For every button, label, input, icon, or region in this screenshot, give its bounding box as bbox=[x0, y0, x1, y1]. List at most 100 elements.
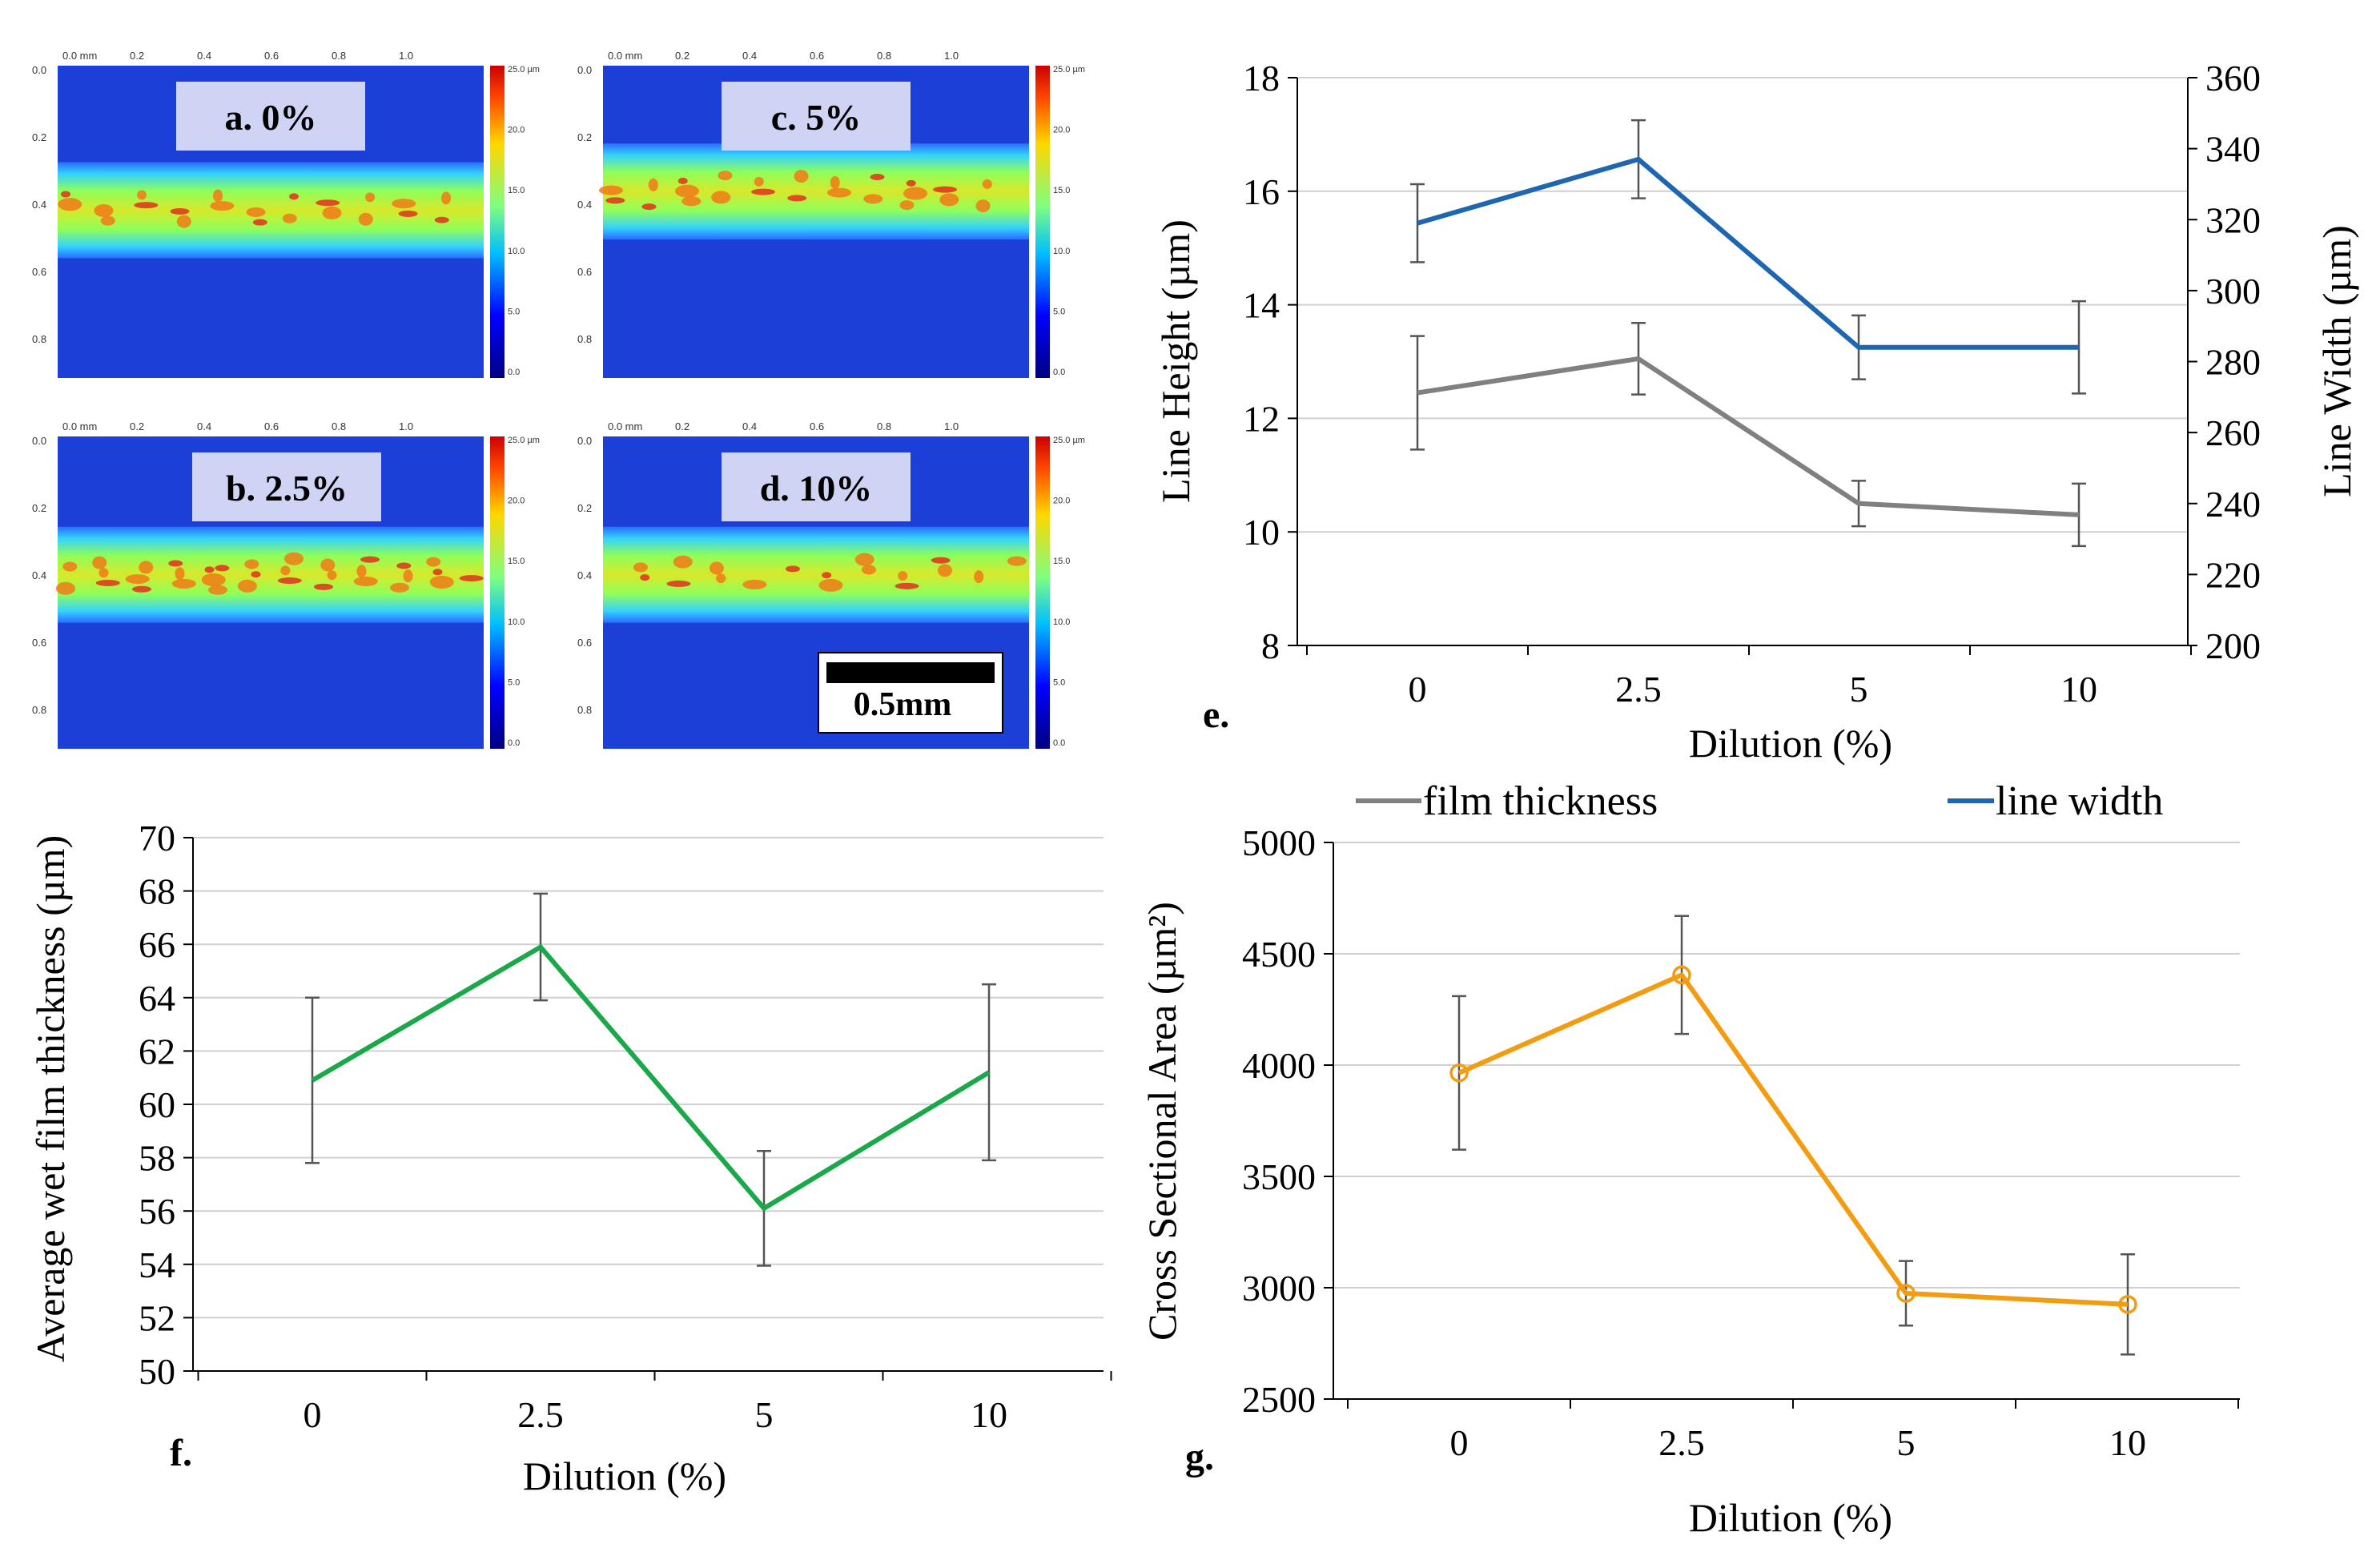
map-hotspot bbox=[681, 196, 702, 207]
y-tick-label: 4000 bbox=[1242, 1045, 1316, 1086]
map-hotspot bbox=[640, 574, 650, 581]
map-hotspot bbox=[899, 200, 915, 211]
colorbar-tick: 10.0 bbox=[508, 617, 525, 627]
colorbar-tick: 25.0 µm bbox=[1053, 65, 1085, 74]
colorbar-tick: 0.0 bbox=[508, 738, 520, 748]
map-hotspot bbox=[246, 207, 266, 217]
data-point bbox=[1672, 965, 1691, 985]
map-colorbar bbox=[490, 436, 505, 749]
map-hotspot bbox=[403, 569, 413, 583]
map-label: c. 5% bbox=[771, 97, 861, 138]
map-left-tick: 0.4 bbox=[577, 199, 592, 211]
map-hotspot bbox=[426, 557, 441, 567]
colorbar-tick: 25.0 µm bbox=[508, 65, 540, 74]
y-tick-label: 10 bbox=[1243, 512, 1280, 553]
map-left-tick: 0.6 bbox=[577, 266, 592, 278]
map-top-tick: 0.2 bbox=[675, 420, 689, 432]
map-hotspot bbox=[389, 582, 409, 593]
map-hotspot bbox=[215, 565, 230, 572]
chart-f-panel-label: f. bbox=[170, 1432, 192, 1474]
map-hotspot bbox=[937, 564, 952, 577]
colorbar-tick: 20.0 bbox=[1053, 497, 1070, 506]
chart-g-y-ticks: 2500 3000 3500 4000 4500 5000 bbox=[1242, 822, 1333, 1420]
colorbar-tick: 10.0 bbox=[508, 247, 525, 256]
map-top-tick: 0.4 bbox=[742, 50, 757, 62]
x-tick-label: 5 bbox=[1850, 669, 1868, 710]
map-label: b. 2.5% bbox=[226, 468, 348, 509]
map-hotspot bbox=[429, 575, 454, 589]
map-left-tick: 0.4 bbox=[577, 569, 592, 581]
map-top-tick: 1.0 bbox=[399, 420, 413, 432]
map-hotspot bbox=[327, 570, 337, 581]
map-top-tick: 0.8 bbox=[332, 50, 346, 62]
map-left-tick: 0.0 bbox=[32, 64, 46, 76]
chart-g-series bbox=[1449, 915, 2137, 1356]
map-label-box bbox=[722, 82, 911, 151]
y-tick-label: 70 bbox=[139, 818, 175, 858]
map-hotspot bbox=[785, 565, 800, 573]
y-tick-label: 58 bbox=[139, 1138, 175, 1179]
y2-tick-label: 300 bbox=[2205, 271, 2261, 312]
map-top-tick: 0.8 bbox=[332, 420, 346, 432]
map-hotspot bbox=[822, 572, 832, 579]
map-hotspot bbox=[94, 203, 114, 217]
map-hotspot bbox=[931, 557, 951, 564]
profile-map: 0.0 mm 0.2 0.4 0.6 0.8 1.0 0.0 0.2 0.4 0.6 0.8 25.0… bbox=[32, 420, 540, 749]
map-hotspot bbox=[176, 215, 191, 228]
map-left-tick: 0.0 bbox=[32, 435, 46, 447]
map-hotspot bbox=[398, 210, 418, 217]
map-top-tick: 0.0 mm bbox=[62, 50, 97, 62]
y-tick-label: 5000 bbox=[1242, 822, 1316, 863]
colorbar-tick: 0.0 bbox=[1053, 738, 1065, 748]
map-hotspot bbox=[742, 579, 767, 589]
map-hotspot bbox=[210, 201, 235, 211]
y-tick-label: 14 bbox=[1243, 285, 1280, 326]
map-hotspot bbox=[171, 578, 196, 589]
y-tick-label: 3000 bbox=[1242, 1268, 1316, 1309]
map-hotspot bbox=[932, 186, 957, 193]
map-hotspot bbox=[62, 561, 78, 572]
map-hotspot bbox=[56, 581, 75, 595]
scale-bar-label: 0.5mm bbox=[854, 686, 951, 723]
map-left-tick: 0.0 bbox=[577, 435, 592, 447]
colorbar-tick: 0.0 bbox=[508, 368, 520, 377]
map-hotspot bbox=[168, 560, 183, 567]
chart-e-panel-label: e. bbox=[1203, 694, 1229, 736]
map-hotspot bbox=[95, 579, 120, 586]
map-hotspot bbox=[244, 559, 259, 569]
map-hotspot bbox=[365, 192, 376, 203]
map-top-tick: 1.0 bbox=[399, 50, 413, 62]
map-left-tick: 0.2 bbox=[577, 502, 592, 514]
map-line-band bbox=[603, 526, 1029, 623]
chart-e-gridlines bbox=[1297, 77, 2188, 533]
map-hotspot bbox=[175, 567, 185, 581]
map-hotspot bbox=[284, 552, 304, 565]
colorbar-tick: 15.0 bbox=[508, 557, 525, 566]
map-hotspot bbox=[289, 193, 300, 200]
chart-f-series bbox=[305, 892, 996, 1267]
map-hotspot bbox=[441, 191, 452, 205]
map-top-tick: 1.0 bbox=[944, 50, 959, 62]
y2-tick-label: 340 bbox=[2205, 129, 2261, 170]
map-colorbar bbox=[490, 66, 505, 378]
map-left-tick: 0.2 bbox=[32, 131, 46, 143]
chart-f: 50 52 54 56 58 60 62 64 66 68 70 0 2.5 5 10 Average w… bbox=[28, 818, 1112, 1498]
map-colorbar bbox=[1035, 436, 1050, 749]
profile-map: 0.0 mm 0.2 0.4 0.6 0.8 1.0 0.0 0.2 0.4 0.6 0.8 25.0… bbox=[577, 420, 1085, 749]
series-line bbox=[311, 944, 991, 1211]
map-top-tick: 0.2 bbox=[130, 50, 144, 62]
chart-g-gridlines bbox=[1333, 842, 2240, 1289]
series-line bbox=[1417, 356, 2080, 517]
map-top-tick: 0.0 mm bbox=[608, 50, 642, 62]
map-hotspot bbox=[251, 571, 261, 578]
map-top-tick: 0.6 bbox=[264, 420, 279, 432]
map-label: d. 10% bbox=[760, 468, 873, 509]
map-hotspot bbox=[134, 202, 159, 209]
chart-f-x-ticks: 0 2.5 5 10 bbox=[197, 1371, 1112, 1435]
map-hotspot bbox=[356, 565, 367, 578]
data-point bbox=[2118, 1295, 2137, 1314]
map-hotspot bbox=[709, 561, 724, 575]
map-hotspot bbox=[360, 556, 380, 563]
map-line-band bbox=[603, 143, 1029, 240]
